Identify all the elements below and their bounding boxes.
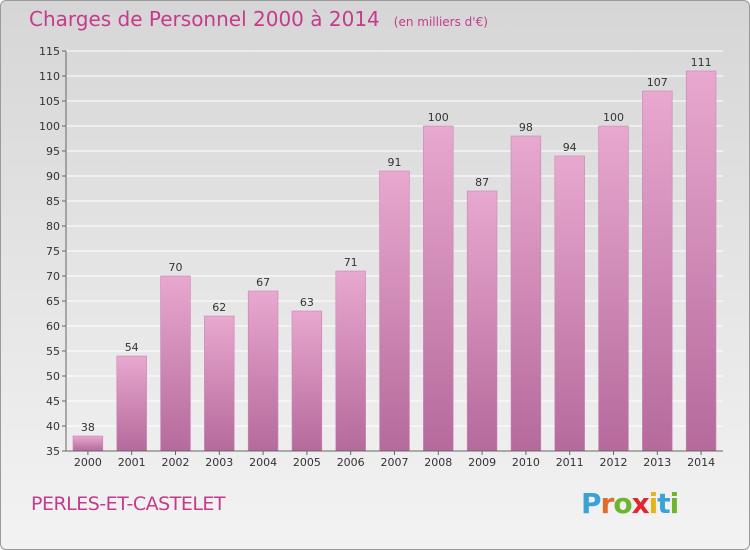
y-tick-label: 35 [46,445,60,458]
bar-value-label: 98 [519,121,533,134]
x-tick-label: 2001 [118,456,146,469]
y-tick-label: 50 [46,370,60,383]
bar-value-label: 38 [81,421,95,434]
y-tick-label: 100 [39,120,60,133]
bar [466,190,498,452]
bar [598,125,629,452]
logo-letter: r [600,487,615,520]
bar [423,125,454,452]
chart-title: Charges de Personnel 2000 à 2014 (en mill… [29,7,488,31]
bar-value-label: 94 [563,141,577,154]
x-tick-label: 2013 [643,456,671,469]
location-name: PERLES-ET-CASTELET [31,493,226,515]
y-tick-label: 85 [46,195,60,208]
x-tick-label: 2009 [468,456,496,469]
y-tick-label: 110 [39,70,60,83]
chart-title-text: Charges de Personnel 2000 à 2014 [29,7,380,31]
bar-value-label: 54 [125,341,139,354]
y-tick-label: 115 [39,45,60,58]
bar-value-label: 63 [300,296,314,309]
bar [510,135,542,452]
proxiti-logo[interactable]: Proxiti [581,487,680,520]
x-tick-label: 2014 [687,456,715,469]
bar-value-label: 100 [428,111,449,124]
y-tick-label: 80 [46,220,60,233]
logo-letter: i [669,487,680,520]
y-tick-label: 90 [46,170,60,183]
y-tick-label: 55 [46,345,60,358]
x-tick-label: 2003 [205,456,233,469]
bar-value-label: 91 [388,156,402,169]
bar-value-label: 62 [212,301,226,314]
x-tick-label: 2006 [337,456,365,469]
bar-value-label: 100 [603,111,624,124]
y-tick-label: 45 [46,395,60,408]
bar-value-label: 111 [691,56,712,69]
logo-letter: t [657,487,670,520]
x-tick-label: 2008 [424,456,452,469]
y-tick-label: 75 [46,245,60,258]
chart-subtitle: (en milliers d'€) [393,15,488,29]
bar [642,90,673,452]
y-tick-label: 60 [46,320,60,333]
x-tick-label: 2007 [381,456,409,469]
x-tick-label: 2010 [512,456,540,469]
x-tick-label: 2012 [600,456,628,469]
logo-letter: i [648,487,659,520]
bar-value-label: 71 [344,256,358,269]
logo-letter: x [631,487,650,520]
bar [291,310,323,452]
y-tick-label: 65 [46,295,60,308]
x-tick-label: 2000 [74,456,102,469]
bar-value-label: 107 [647,76,668,89]
x-tick-label: 2005 [293,456,321,469]
bar [379,170,410,452]
bar [685,70,717,452]
axes: 35 40 45 50 55 60 65 70 75 80 85 90 95 100 105 110 115 20… [39,45,723,469]
bar-value-label: 67 [256,276,270,289]
y-tick-label: 105 [39,95,60,108]
bar [554,155,585,452]
bar [247,290,279,452]
y-tick-label: 40 [46,420,60,433]
y-tick-label: 95 [46,145,60,158]
bar [72,435,104,452]
bar [116,355,147,452]
bar [160,275,191,452]
bar [204,315,235,452]
x-tick-label: 2004 [249,456,277,469]
x-tick-label: 2002 [162,456,190,469]
logo-letter: P [581,487,602,520]
logo-letter: o [613,487,632,520]
x-tick-label: 2011 [556,456,584,469]
bars: 38 54 70 62 67 63 71 91 100 87 98 94 100 107 111 [72,56,717,452]
bar-value-label: 87 [475,176,489,189]
bar [335,270,366,452]
bar-value-label: 70 [169,261,183,274]
y-tick-label: 70 [46,270,60,283]
